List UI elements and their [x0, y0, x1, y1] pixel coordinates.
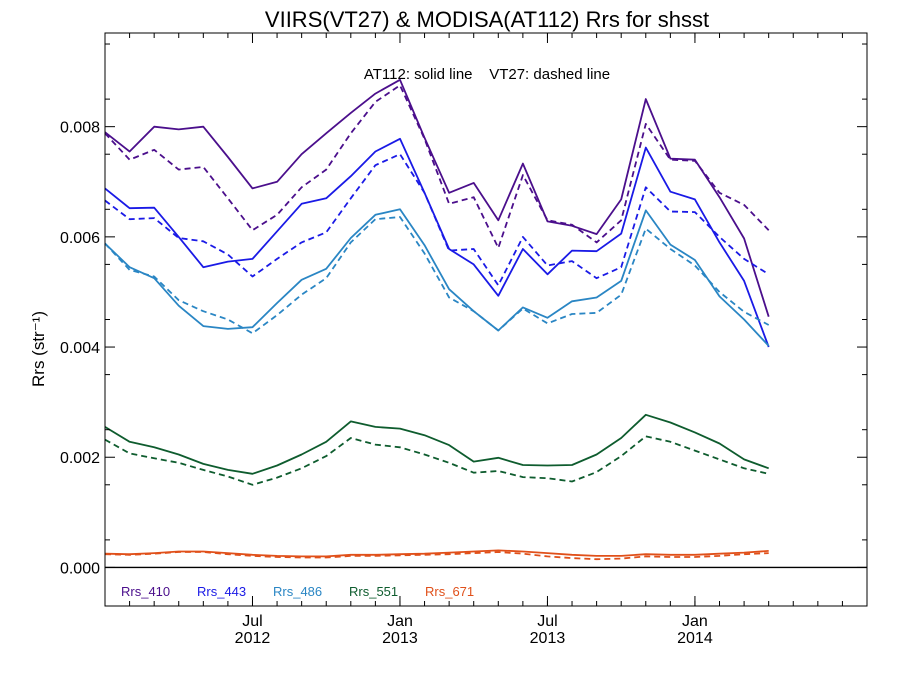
x-tick-label-year: 2014 [677, 630, 713, 647]
series-line-rrs-443-vt27 [104, 153, 770, 287]
y-tick-label: 0.000 [60, 560, 100, 577]
series-line-rrs-410-at112 [104, 78, 770, 317]
x-tick-label-month: Jan [682, 613, 708, 630]
series-line-rrs-486-vt27 [104, 216, 770, 335]
series-line-rrs-551-vt27 [104, 435, 769, 486]
chart-annotation: AT112: solid line VT27: dashed line [364, 66, 610, 83]
legend-item-rrs-443: Rrs_443 [197, 584, 246, 599]
series-line-rrs-671-at112 [104, 549, 769, 558]
series-line-rrs-671-vt27 [104, 551, 769, 561]
y-tick-label: 0.006 [60, 230, 100, 247]
x-tick-label-month: Jul [537, 613, 557, 630]
x-tick-label-year: 2012 [235, 630, 271, 647]
y-tick-label: 0.004 [60, 340, 100, 357]
plot-frame [104, 32, 868, 607]
y-tick-label: 0.008 [60, 120, 100, 137]
legend-item-rrs-551: Rrs_551 [349, 584, 398, 599]
chart-title: VIIRS(VT27) & MODISA(AT112) Rrs for shss… [265, 7, 709, 32]
legend-item-rrs-671: Rrs_671 [425, 584, 474, 599]
series-line-rrs-551-at112 [104, 413, 770, 475]
legend-item-rrs-410: Rrs_410 [121, 584, 170, 599]
x-tick-label-month: Jul [242, 613, 262, 630]
plot-area: 0.0000.0020.0040.0060.008Jul2012Jan2013J… [60, 32, 868, 647]
y-axis-label: Rrs (str⁻¹) [29, 311, 48, 387]
x-tick-label-year: 2013 [382, 630, 418, 647]
x-tick-label-year: 2013 [530, 630, 566, 647]
legend-item-rrs-486: Rrs_486 [273, 584, 322, 599]
series-line-rrs-410-vt27 [104, 84, 770, 249]
series-line-rrs-486-at112 [104, 208, 770, 347]
y-tick-label: 0.002 [60, 450, 100, 467]
x-tick-label-month: Jan [387, 613, 413, 630]
